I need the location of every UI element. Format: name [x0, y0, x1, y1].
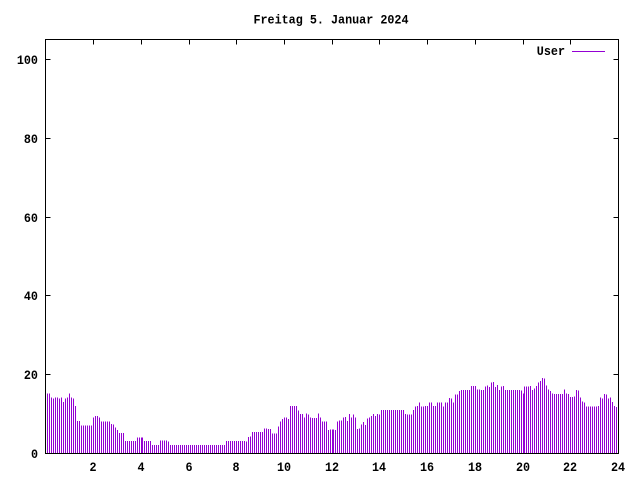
svg-text:18: 18	[468, 461, 482, 475]
svg-text:16: 16	[420, 461, 434, 475]
svg-text:20: 20	[24, 369, 38, 383]
svg-text:80: 80	[24, 133, 38, 147]
svg-text:Freitag 5. Januar 2024: Freitag 5. Januar 2024	[253, 14, 409, 28]
svg-text:40: 40	[24, 290, 38, 304]
svg-text:100: 100	[17, 54, 38, 68]
svg-text:14: 14	[372, 461, 387, 475]
svg-text:12: 12	[325, 461, 339, 475]
svg-text:0: 0	[31, 448, 38, 462]
svg-text:8: 8	[232, 461, 239, 475]
svg-text:24: 24	[611, 461, 626, 475]
svg-text:2: 2	[89, 461, 96, 475]
svg-text:10: 10	[277, 461, 291, 475]
svg-text:4: 4	[137, 461, 145, 475]
svg-text:6: 6	[185, 461, 192, 475]
svg-text:60: 60	[24, 212, 38, 226]
svg-text:22: 22	[563, 461, 577, 475]
svg-text:User: User	[537, 45, 565, 59]
svg-text:20: 20	[516, 461, 530, 475]
